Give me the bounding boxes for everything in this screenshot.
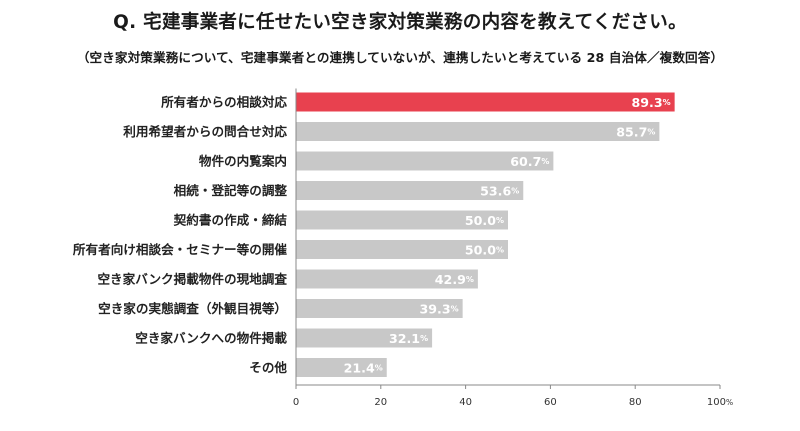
category-label: その他: [249, 360, 287, 375]
bar: [296, 92, 675, 112]
data-label: 32.1%: [389, 331, 428, 346]
data-label: 50.0%: [465, 213, 504, 228]
x-tick-label: 20: [374, 397, 387, 408]
category-label: 空き家バンク掲載物件の現地調査: [97, 272, 287, 287]
bar: [296, 210, 508, 230]
x-axis: 0 20 40 60 80 100%: [293, 88, 733, 408]
data-label: 42.9%: [435, 272, 474, 287]
data-label: 21.4%: [344, 360, 383, 375]
bar: [296, 358, 387, 377]
data-label: 39.3%: [420, 301, 459, 316]
bar: [296, 328, 433, 348]
data-label: 85.7%: [616, 124, 655, 139]
chart-title: Q. 宅建事業者に任せたい空き家対策業務の内容を教えてください。: [113, 12, 687, 33]
x-tick-label: 40: [459, 397, 472, 408]
data-label: 89.3%: [632, 95, 671, 110]
data-label: 60.7%: [510, 154, 549, 169]
category-label: 物件の内覧案内: [199, 154, 287, 169]
bar: [296, 299, 463, 318]
category-label: 空き家の実態調査（外観目視等）: [98, 301, 287, 316]
bar: [296, 151, 554, 171]
x-tick-label: 80: [629, 397, 642, 408]
x-tick-label: 0: [293, 397, 299, 408]
bar: [296, 181, 524, 200]
category-label: 契約書の作成・締結: [174, 213, 288, 228]
category-label: 相続・登記等の調整: [174, 183, 288, 198]
data-label: 50.0%: [465, 242, 504, 257]
bar: [296, 240, 508, 259]
chart-subtitle: （空き家対策業務について、宅建事業者との連携していないが、連携したいと考えている…: [76, 50, 724, 65]
bar: [296, 122, 660, 141]
x-tick-label: 60: [544, 397, 557, 408]
category-label: 利用希望者からの問合せ対応: [123, 124, 287, 139]
bar: [296, 269, 478, 289]
data-label: 53.6%: [480, 183, 519, 198]
bars-group: 所有者からの相談対応 89.3% 利用希望者からの問合せ対応 85.7% 物件の内覧案内…: [73, 92, 675, 377]
x-tick-label: 100%: [707, 397, 733, 408]
category-label: 空き家バンクへの物件掲載: [135, 331, 287, 346]
category-label: 所有者からの相談対応: [161, 95, 287, 110]
category-label: 所有者向け相談会・セミナー等の開催: [73, 242, 288, 257]
